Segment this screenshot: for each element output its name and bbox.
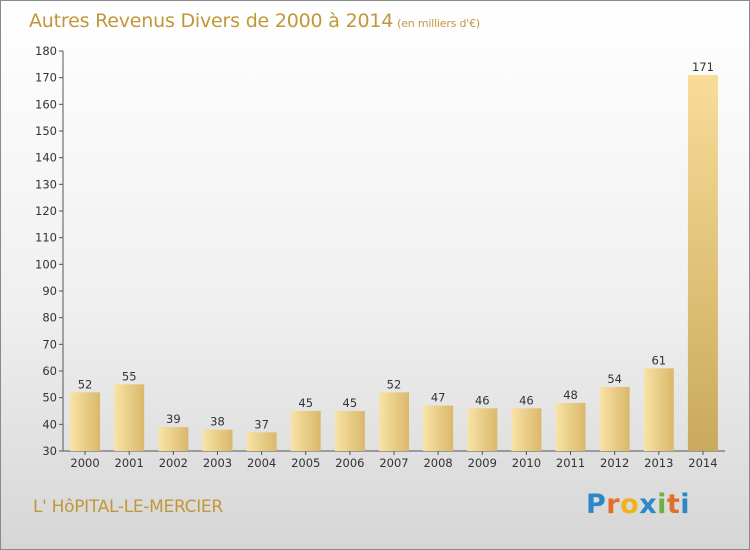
y-tick-label: 30 [42, 444, 57, 458]
data-label: 52 [78, 377, 93, 391]
bar-2002[interactable] [158, 427, 189, 451]
chart-title: Autres Revenus Divers de 2000 à 2014 (en … [29, 10, 480, 32]
y-tick-label: 40 [42, 417, 57, 431]
x-tick-label: 2002 [159, 456, 188, 470]
bars [70, 75, 718, 451]
data-label: 61 [651, 353, 666, 367]
y-tick-label: 170 [35, 71, 57, 85]
x-tick-label: 2008 [423, 456, 452, 470]
data-label: 54 [607, 372, 622, 386]
x-tick-label: 2005 [291, 456, 320, 470]
data-label: 55 [122, 369, 137, 383]
x-tick-label: 2010 [512, 456, 541, 470]
data-label: 45 [298, 396, 313, 410]
x-tick-label: 2012 [600, 456, 629, 470]
data-label: 45 [343, 396, 358, 410]
data-label: 48 [563, 388, 578, 402]
brand-letter: i [680, 489, 691, 520]
brand-logo[interactable]: Proxiti [586, 489, 690, 520]
x-tick-label: 2007 [379, 456, 408, 470]
data-label: 39 [166, 412, 181, 426]
chart-title-text: Autres Revenus Divers de 2000 à 2014 [29, 10, 394, 32]
y-tick-label: 80 [42, 311, 57, 325]
data-label: 37 [254, 417, 269, 431]
data-label: 52 [387, 377, 402, 391]
brand-letter: r [606, 489, 621, 520]
bar-2000[interactable] [70, 392, 101, 451]
x-tick-label: 2009 [468, 456, 497, 470]
x-axis: 2000 2001 2002 2003 2004 2005 2006 2007 2008 2009… [63, 450, 725, 470]
brand-letter: P [586, 489, 607, 520]
data-label: 47 [431, 391, 446, 405]
data-label: 46 [519, 393, 534, 407]
x-tick-label: 2006 [335, 456, 364, 470]
x-tick-label: 2014 [688, 456, 717, 470]
y-axis: 30 40 50 60 70 80 90 100 110 120 130 140 150 160 170 18… [35, 44, 64, 458]
bar-2007[interactable] [379, 392, 409, 451]
x-tick-label: 2001 [115, 456, 144, 470]
y-tick-label: 70 [42, 337, 57, 351]
place-name: L' HôPITAL-LE-MERCIER [33, 497, 223, 517]
data-label: 171 [692, 60, 714, 74]
y-tick-label: 140 [35, 151, 57, 165]
data-label: 46 [475, 393, 490, 407]
bar-2008[interactable] [423, 405, 454, 451]
chart-unit-label: (en milliers d'€) [397, 17, 481, 30]
y-tick-label: 130 [35, 177, 57, 191]
bar-2001[interactable] [114, 384, 145, 451]
bar-2004[interactable] [246, 432, 277, 451]
y-tick-label: 100 [35, 257, 57, 271]
y-tick-label: 110 [35, 231, 57, 245]
x-tick-label: 2004 [247, 456, 276, 470]
data-label: 38 [210, 415, 225, 429]
y-tick-label: 60 [42, 364, 57, 378]
bar-2011[interactable] [555, 403, 586, 451]
x-tick-label: 2000 [70, 456, 99, 470]
x-tick-label: 2013 [644, 456, 673, 470]
data-labels: 52 55 39 38 37 45 45 52 47 46 46 48 54 61 171 [78, 60, 714, 431]
y-tick-label: 90 [42, 284, 57, 298]
bar-2013[interactable] [643, 368, 674, 451]
brand-letter: x [639, 489, 658, 520]
y-tick-label: 150 [35, 124, 57, 138]
bar-2014[interactable] [687, 75, 718, 451]
y-tick-label: 50 [42, 391, 57, 405]
bar-2009[interactable] [467, 408, 498, 451]
bar-2012[interactable] [599, 387, 630, 451]
y-tick-label: 160 [35, 97, 57, 111]
y-tick-label: 120 [35, 204, 57, 218]
x-tick-label: 2011 [556, 456, 585, 470]
bar-2010[interactable] [511, 408, 542, 451]
bar-2005[interactable] [290, 411, 321, 451]
bar-2003[interactable] [202, 429, 233, 451]
x-tick-label: 2003 [203, 456, 232, 470]
y-tick-label: 180 [35, 44, 57, 58]
brand-letter: t [666, 489, 681, 520]
brand-letter: o [620, 489, 640, 520]
bar-2006[interactable] [334, 411, 365, 451]
brand-letter: i [657, 489, 667, 520]
